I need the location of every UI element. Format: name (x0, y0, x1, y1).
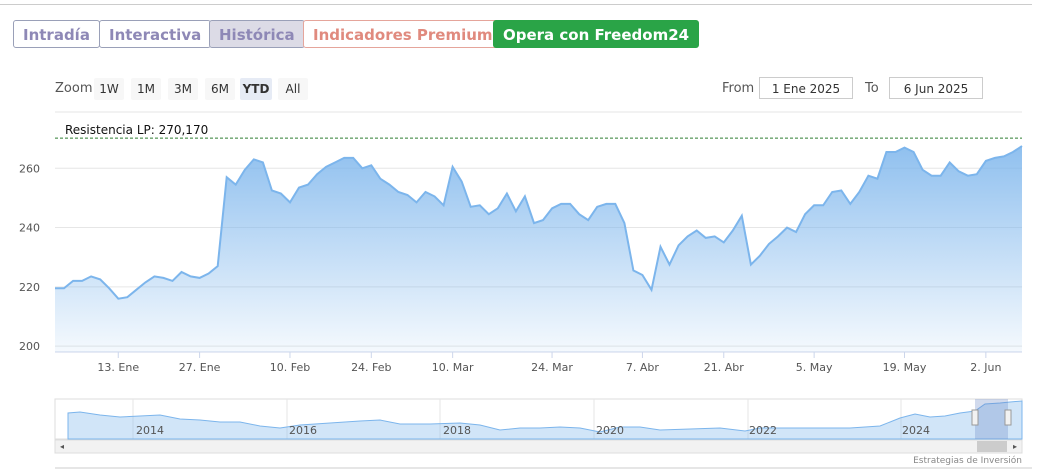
navigator-handle[interactable] (1004, 409, 1012, 426)
x-tick-label: 24. Feb (351, 361, 391, 374)
x-tick-label: 13. Ene (97, 361, 139, 374)
from-input[interactable]: 1 Ene 2025 (759, 77, 853, 99)
navigator-label: 2022 (749, 424, 777, 437)
top-rule (0, 4, 1032, 5)
navigator-label: 2016 (289, 424, 317, 437)
to-input[interactable]: 6 Jun 2025 (889, 77, 983, 99)
navigator-series (67, 400, 1023, 440)
x-tick-label: 10. Mar (432, 361, 474, 374)
cta-button[interactable]: Opera con Freedom24 (493, 20, 700, 48)
tab-active[interactable]: Histórica (209, 20, 305, 48)
to-label: To (865, 81, 879, 96)
navigator-label: 2018 (443, 424, 471, 437)
navigator-label: 2024 (902, 424, 930, 437)
zoom-button-active[interactable]: YTD (240, 78, 272, 100)
navigator-label: 2020 (596, 424, 624, 437)
tab[interactable]: Interactiva (99, 20, 212, 48)
navigator-frame (54, 398, 1023, 440)
line (55, 145, 1023, 300)
scroll-arrow[interactable]: ◂ (60, 442, 64, 451)
tab[interactable]: Indicadores Premium (303, 20, 503, 48)
zoom-button[interactable]: 1M (131, 78, 161, 100)
y-tick-label: 240 (19, 222, 40, 235)
area (55, 146, 1022, 352)
tab[interactable]: Intradía (13, 20, 100, 48)
scrollbar-thumb[interactable] (977, 441, 1007, 452)
navigator-label: 2014 (136, 424, 164, 437)
y-tick-label: 260 (19, 162, 40, 175)
credit: Estrategias de Inversión (913, 455, 1022, 466)
x-tick-label: 19. May (883, 361, 927, 374)
navigator-handle[interactable] (971, 409, 979, 426)
zoom-button[interactable]: 1W (94, 78, 124, 100)
y-tick-label: 200 (19, 340, 40, 353)
zoom-label: Zoom (55, 81, 93, 96)
x-tick-label: 2. Jun (970, 361, 1001, 374)
y-tick-label: 220 (19, 281, 40, 294)
x-tick-label: 21. Abr (704, 361, 744, 374)
x-tick-label: 7. Abr (626, 361, 659, 374)
x-tick-label: 24. Mar (531, 361, 573, 374)
x-tick-label: 27. Ene (179, 361, 221, 374)
zoom-button[interactable]: 3M (168, 78, 198, 100)
navigator-selection[interactable] (975, 399, 1008, 439)
from-label: From (722, 81, 755, 96)
annotation-label: Resistencia LP: 270,170 (65, 123, 208, 137)
zoom-button[interactable]: All (278, 78, 308, 100)
x-tick-label: 10. Feb (270, 361, 310, 374)
x-tick-label: 5. May (796, 361, 833, 374)
scrollbar[interactable] (54, 439, 1023, 454)
navigator-grid (132, 399, 902, 439)
zoom-button[interactable]: 6M (205, 78, 235, 100)
scroll-arrow[interactable]: ▸ (1013, 442, 1017, 451)
